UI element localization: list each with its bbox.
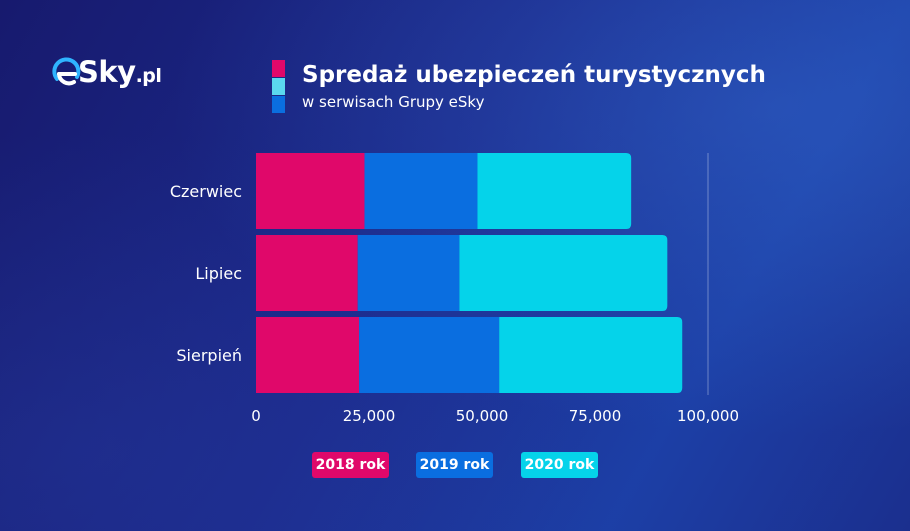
category-label: Lipiec xyxy=(195,264,242,283)
bar-segment-2018-rok-0 xyxy=(256,153,365,229)
title-accent-bars xyxy=(272,60,285,113)
legend-item-2020-rok: 2020 rok xyxy=(521,452,598,478)
chart-legend: 2018 rok 2019 rok 2020 rok xyxy=(0,452,910,480)
bar-segment-2019-rok-1 xyxy=(357,235,460,311)
esky-logo: Sky .pl xyxy=(52,52,162,92)
title-accent-bar-1 xyxy=(272,60,285,77)
category-label: Sierpień xyxy=(176,346,242,365)
chart-title: Spredaż ubezpieczeń turystycznych xyxy=(302,62,766,88)
logo-text: Sky xyxy=(78,55,136,89)
x-tick-label: 75,000 xyxy=(569,407,622,425)
bar-segment-2018-rok-2 xyxy=(256,317,360,393)
bar-segment-2020-rok-2 xyxy=(499,317,683,393)
bar-segment-2019-rok-2 xyxy=(359,317,500,393)
title-accent-bar-2 xyxy=(272,78,285,95)
x-tick-label: 25,000 xyxy=(343,407,396,425)
bar-segment-2020-rok-1 xyxy=(459,235,668,311)
chart-header: Spredaż ubezpieczeń turystycznych w serw… xyxy=(272,60,872,120)
title-accent-bar-3 xyxy=(272,96,285,113)
chart-subtitle: w serwisach Grupy eSky xyxy=(302,93,485,111)
x-tick-label: 50,000 xyxy=(456,407,509,425)
logo-tld: .pl xyxy=(135,65,162,87)
x-tick-label: 100,000 xyxy=(677,407,739,425)
bar-segment-2020-rok-0 xyxy=(477,153,632,229)
esky-logo-icon xyxy=(52,57,81,87)
legend-item-2019-rok: 2019 rok xyxy=(416,452,493,478)
category-label: Czerwiec xyxy=(170,182,242,201)
bar-segment-2019-rok-0 xyxy=(364,153,478,229)
x-tick-label: 0 xyxy=(251,407,261,425)
legend-item-2018-rok: 2018 rok xyxy=(312,452,389,478)
bar-segment-2018-rok-1 xyxy=(256,235,358,311)
